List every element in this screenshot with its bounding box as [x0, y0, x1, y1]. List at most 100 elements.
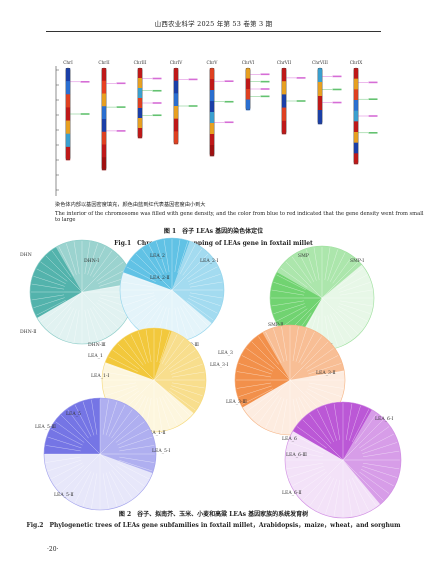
tree-label: DHN-Ⅲ: [88, 342, 106, 348]
chromosome-label: ChrII: [98, 60, 110, 65]
tree-branch: [40, 302, 68, 323]
density-segment: [317, 82, 323, 97]
gene-marker-label: [152, 77, 162, 80]
tree-branch: [352, 478, 369, 511]
figure1-note-en: The interior of the chromosome was fille…: [55, 211, 424, 223]
tree-branch: [130, 300, 158, 321]
density-segment: [101, 157, 107, 171]
tree-root-branch: [99, 453, 115, 469]
density-segment: [317, 110, 323, 125]
tree-branch: [276, 306, 306, 322]
tree-root-branch: [171, 289, 186, 304]
tree-branch: [281, 398, 288, 434]
tree-branch: [236, 371, 272, 378]
tree-branch: [82, 472, 95, 507]
chromosome-bar: [353, 67, 378, 165]
density-segment: [137, 118, 143, 129]
tree-branch: [362, 442, 398, 454]
tree-branch: [168, 390, 196, 411]
tree-outline: [43, 397, 157, 511]
tree-root-branch: [276, 379, 291, 394]
tree-branch: [171, 382, 205, 389]
tree-branch: [258, 395, 279, 424]
tree-branch: [36, 268, 66, 284]
tree-branch: [121, 281, 155, 288]
density-segment: [65, 146, 71, 161]
clade-group-1: [29, 246, 83, 318]
density-segment: [101, 93, 107, 107]
tree-branch: [273, 398, 285, 432]
clade-group-1: [234, 332, 290, 408]
density-segment: [281, 68, 287, 82]
tree-branch: [117, 462, 149, 480]
tree-branch: [98, 268, 128, 284]
tree-label: SMP-Ⅰ: [350, 258, 364, 264]
tree-branch: [103, 371, 137, 378]
tree-branch: [292, 469, 325, 486]
density-segment: [209, 68, 215, 80]
figure2-title-en: Fig.2 Phylogenetic trees of LEAs gene su…: [26, 522, 401, 529]
tree-branch: [105, 385, 137, 396]
tree-branch: [180, 244, 196, 274]
density-segment: [101, 106, 107, 120]
gene-marker-label: [260, 88, 270, 90]
journal-header: 山西农业科学 2025 年第 53 卷第 3 期: [154, 20, 273, 28]
density-segment: [173, 68, 179, 81]
density-segment: [65, 94, 71, 108]
tree-branch: [73, 241, 80, 275]
tree-branch: [74, 471, 92, 503]
tree-branch: [36, 300, 66, 316]
tree-branch: [66, 309, 77, 341]
chromosome-label: ChrVIII: [312, 60, 328, 65]
tree-root-branch: [321, 297, 336, 312]
tree-outline: [234, 324, 346, 436]
tree-branch: [164, 338, 185, 366]
figure1-title-en: Fig.1 Chromosome mapping of LEAs gene in…: [114, 240, 313, 247]
tree-branch: [286, 463, 323, 470]
tree-branch: [238, 363, 272, 375]
density-segment: [245, 78, 251, 90]
tree-branch: [113, 415, 139, 441]
density-segment: [209, 90, 215, 102]
gene-marker-label: [188, 78, 198, 81]
tree-branch: [334, 310, 359, 335]
tree-branch: [45, 456, 81, 463]
tree-branch: [307, 388, 339, 405]
tree-label: LEA_6-Ⅱ: [282, 490, 302, 496]
tree-dhn: [29, 239, 135, 345]
gene-marker-label: [224, 100, 234, 103]
clade-group-2: [276, 245, 362, 298]
tree-root-branch: [81, 278, 96, 293]
tree-root-branch: [276, 366, 291, 381]
tree-branch: [346, 480, 353, 517]
tree-branch: [94, 255, 119, 280]
tree-branch: [236, 382, 272, 389]
chromosome-bar: [101, 67, 126, 171]
tree-branch: [51, 428, 83, 446]
tree-branch: [51, 306, 72, 334]
tree-branch: [141, 304, 162, 332]
gene-marker-label: [80, 113, 90, 115]
tree-outline: [101, 327, 207, 433]
tree-root-branch: [158, 289, 173, 304]
tree-branch: [189, 295, 221, 306]
tree-branch: [159, 397, 170, 429]
density-segment: [65, 68, 71, 82]
tree-label: LEA_1-Ⅱ: [146, 430, 166, 436]
density-segment: [353, 142, 359, 154]
tree-lea-5: [43, 397, 157, 511]
tree-branch: [117, 428, 149, 446]
density-segment: [353, 110, 359, 122]
tree-branch: [73, 309, 80, 343]
chromosome-bar: [281, 67, 306, 135]
gene-marker-label: [296, 77, 306, 79]
tree-branch: [273, 328, 285, 362]
tree-branch: [298, 252, 314, 282]
tree-root-branch: [289, 366, 304, 381]
tree-root-branch: [153, 366, 168, 381]
tree-smp: [269, 245, 375, 351]
tree-root-branch: [289, 379, 304, 394]
density-segment: [245, 89, 251, 100]
tree-branch: [113, 467, 139, 493]
